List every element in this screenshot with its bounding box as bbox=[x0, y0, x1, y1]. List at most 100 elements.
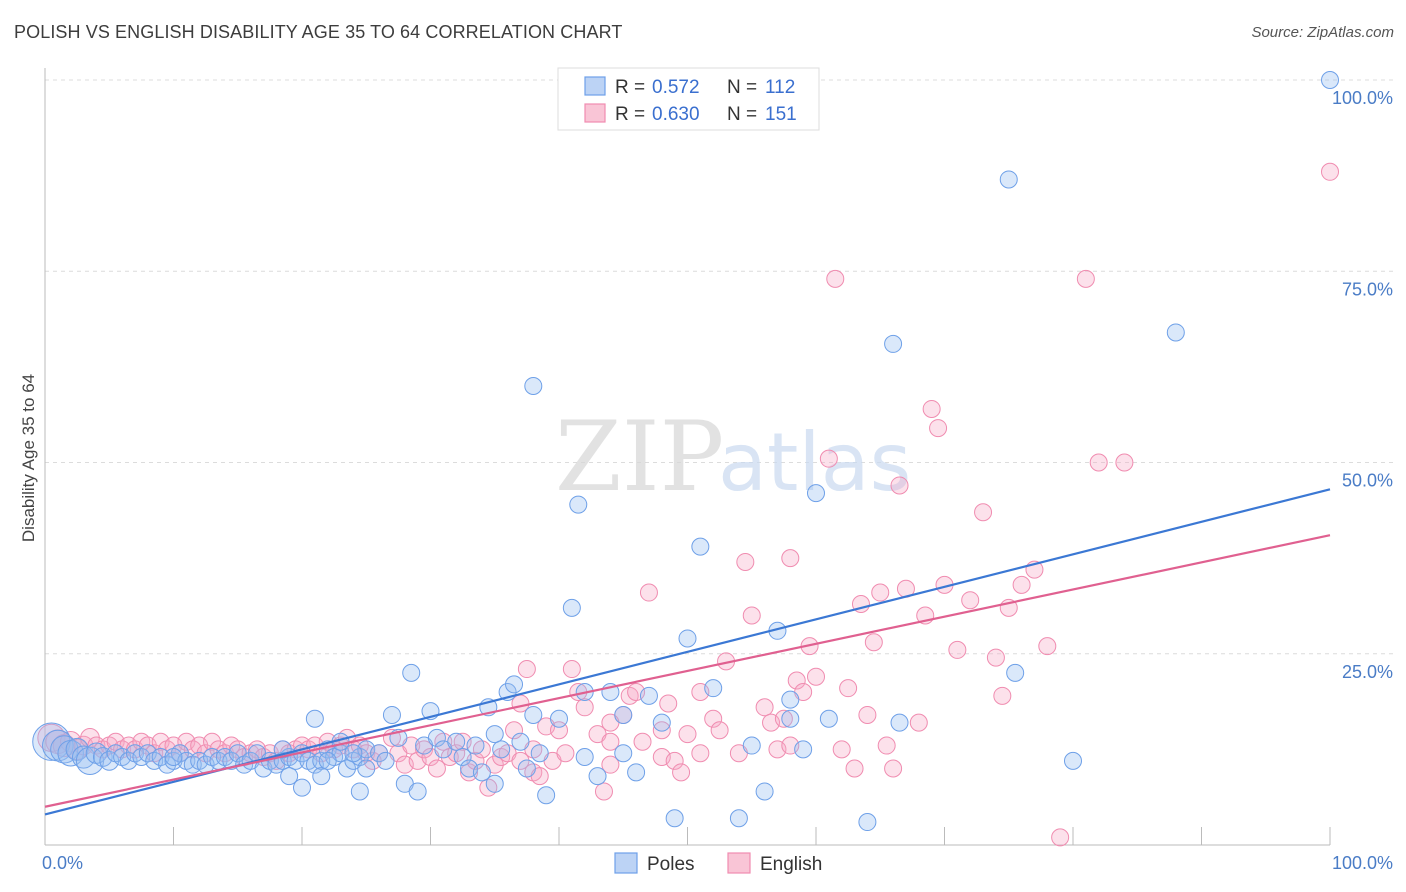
poles-point-95 bbox=[627, 763, 646, 782]
poles-point-82 bbox=[517, 759, 536, 778]
watermark-zip: ZIP bbox=[555, 401, 724, 513]
poles-point-96 bbox=[639, 686, 658, 705]
poles-point-115 bbox=[1064, 751, 1082, 770]
poles-point-88 bbox=[562, 598, 581, 617]
english-point-114 bbox=[858, 705, 877, 724]
poles-point-2 bbox=[50, 735, 79, 764]
english-point-110 bbox=[826, 269, 845, 288]
poles-point-101 bbox=[704, 679, 723, 698]
x-tick-label-max: 100.0% bbox=[1332, 853, 1393, 873]
english-point-127 bbox=[961, 591, 980, 610]
poles-trend-line bbox=[44, 488, 1331, 816]
poles-point-86 bbox=[537, 786, 556, 805]
poles-point-53 bbox=[305, 709, 324, 728]
poles-point-103 bbox=[742, 736, 761, 755]
poles-point-120 bbox=[164, 748, 183, 767]
poles-point-111 bbox=[884, 334, 903, 353]
legend-r-english: 0.630 bbox=[652, 104, 700, 125]
trend-lines bbox=[44, 488, 1331, 816]
english-point-144 bbox=[839, 679, 858, 698]
poles-point-19 bbox=[164, 751, 183, 770]
english-point-116 bbox=[871, 583, 890, 602]
poles-point-4 bbox=[65, 737, 89, 761]
english-point-137 bbox=[1089, 453, 1108, 472]
english-point-100 bbox=[736, 552, 755, 571]
english-point-108 bbox=[807, 667, 825, 686]
english-point-121 bbox=[909, 713, 928, 732]
english-point-90 bbox=[639, 583, 658, 602]
axes bbox=[44, 68, 1331, 846]
poles-point-60 bbox=[370, 744, 389, 763]
english-point-111 bbox=[832, 740, 851, 759]
english-point-124 bbox=[929, 419, 948, 438]
poles-point-74 bbox=[466, 736, 485, 755]
legend: R = 0.572 N = 112 R = 0.630 N = 151 bbox=[557, 67, 820, 131]
legend-n-label-poles: N = bbox=[727, 77, 757, 98]
watermark-atlas: atlas bbox=[718, 416, 911, 509]
poles-point-78 bbox=[492, 740, 511, 759]
series-legend-label-english: English bbox=[760, 854, 822, 875]
poles-point-84 bbox=[530, 744, 549, 763]
poles-point-91 bbox=[588, 767, 607, 786]
english-point-109 bbox=[819, 449, 838, 468]
poles-point-107 bbox=[794, 740, 813, 759]
poles-point-0 bbox=[32, 722, 71, 761]
english-point-105 bbox=[787, 671, 806, 690]
poles-point-106 bbox=[781, 709, 800, 728]
english-point-147 bbox=[652, 721, 671, 740]
poles-point-83 bbox=[524, 705, 543, 724]
poles-point-65 bbox=[402, 663, 421, 682]
english-point-97 bbox=[704, 709, 723, 728]
english-point-136 bbox=[1076, 269, 1095, 288]
poles-point-77 bbox=[485, 774, 504, 793]
poles-point-98 bbox=[665, 809, 684, 828]
english-point-84 bbox=[594, 782, 613, 801]
poles-point-69 bbox=[427, 728, 446, 747]
poles-point-75 bbox=[472, 763, 491, 782]
series-legend-swatch-poles bbox=[614, 852, 638, 874]
legend-swatch-english bbox=[584, 103, 606, 123]
y-axis-label: Disability Age 35 to 64 bbox=[19, 374, 38, 542]
poles-point-62 bbox=[382, 705, 401, 724]
poles-point-114 bbox=[1006, 663, 1025, 682]
english-point-132 bbox=[1012, 575, 1031, 594]
poles-point-116 bbox=[1166, 323, 1185, 342]
series-legend-swatch-english bbox=[727, 852, 751, 874]
english-point-134 bbox=[1038, 637, 1057, 656]
poles-point-109 bbox=[819, 709, 838, 728]
english-point-129 bbox=[986, 648, 1005, 667]
english-point-104 bbox=[781, 549, 800, 568]
poles-point-104 bbox=[755, 782, 774, 801]
source-credit: Source: ZipAtlas.com bbox=[1251, 24, 1394, 41]
poles-point-97 bbox=[652, 713, 671, 732]
english-point-115 bbox=[864, 633, 883, 652]
poles-point-108 bbox=[807, 484, 825, 503]
tick-labels: 25.0% 50.0% 75.0% 100.0% 0.0% 100.0% bbox=[42, 88, 1393, 873]
english-point-73 bbox=[517, 660, 536, 679]
english-point-138 bbox=[1115, 453, 1134, 472]
english-point-93 bbox=[665, 751, 684, 770]
english-point-141 bbox=[601, 732, 620, 751]
poles-point-99 bbox=[678, 629, 697, 648]
data-points bbox=[32, 71, 1339, 847]
english-point-89 bbox=[633, 732, 652, 751]
poles-point-93 bbox=[614, 705, 633, 724]
poles-point-94 bbox=[614, 744, 633, 763]
poles-point-89 bbox=[569, 495, 588, 514]
english-point-118 bbox=[884, 759, 903, 778]
english-point-82 bbox=[575, 698, 594, 717]
poles-point-72 bbox=[453, 748, 472, 767]
y-tick-label-2: 75.0% bbox=[1342, 279, 1393, 299]
poles-point-66 bbox=[408, 782, 427, 801]
poles-point-113 bbox=[999, 170, 1018, 189]
y-tick-label-0: 25.0% bbox=[1342, 662, 1393, 682]
grid-lines bbox=[45, 79, 1395, 655]
english-point-130 bbox=[993, 686, 1012, 705]
english-point-142 bbox=[710, 721, 729, 740]
poles-point-58 bbox=[350, 782, 369, 801]
poles-point-112 bbox=[890, 713, 909, 732]
english-point-149 bbox=[774, 709, 793, 728]
y-tick-label-1: 50.0% bbox=[1342, 471, 1393, 491]
poles-point-51 bbox=[280, 767, 299, 786]
